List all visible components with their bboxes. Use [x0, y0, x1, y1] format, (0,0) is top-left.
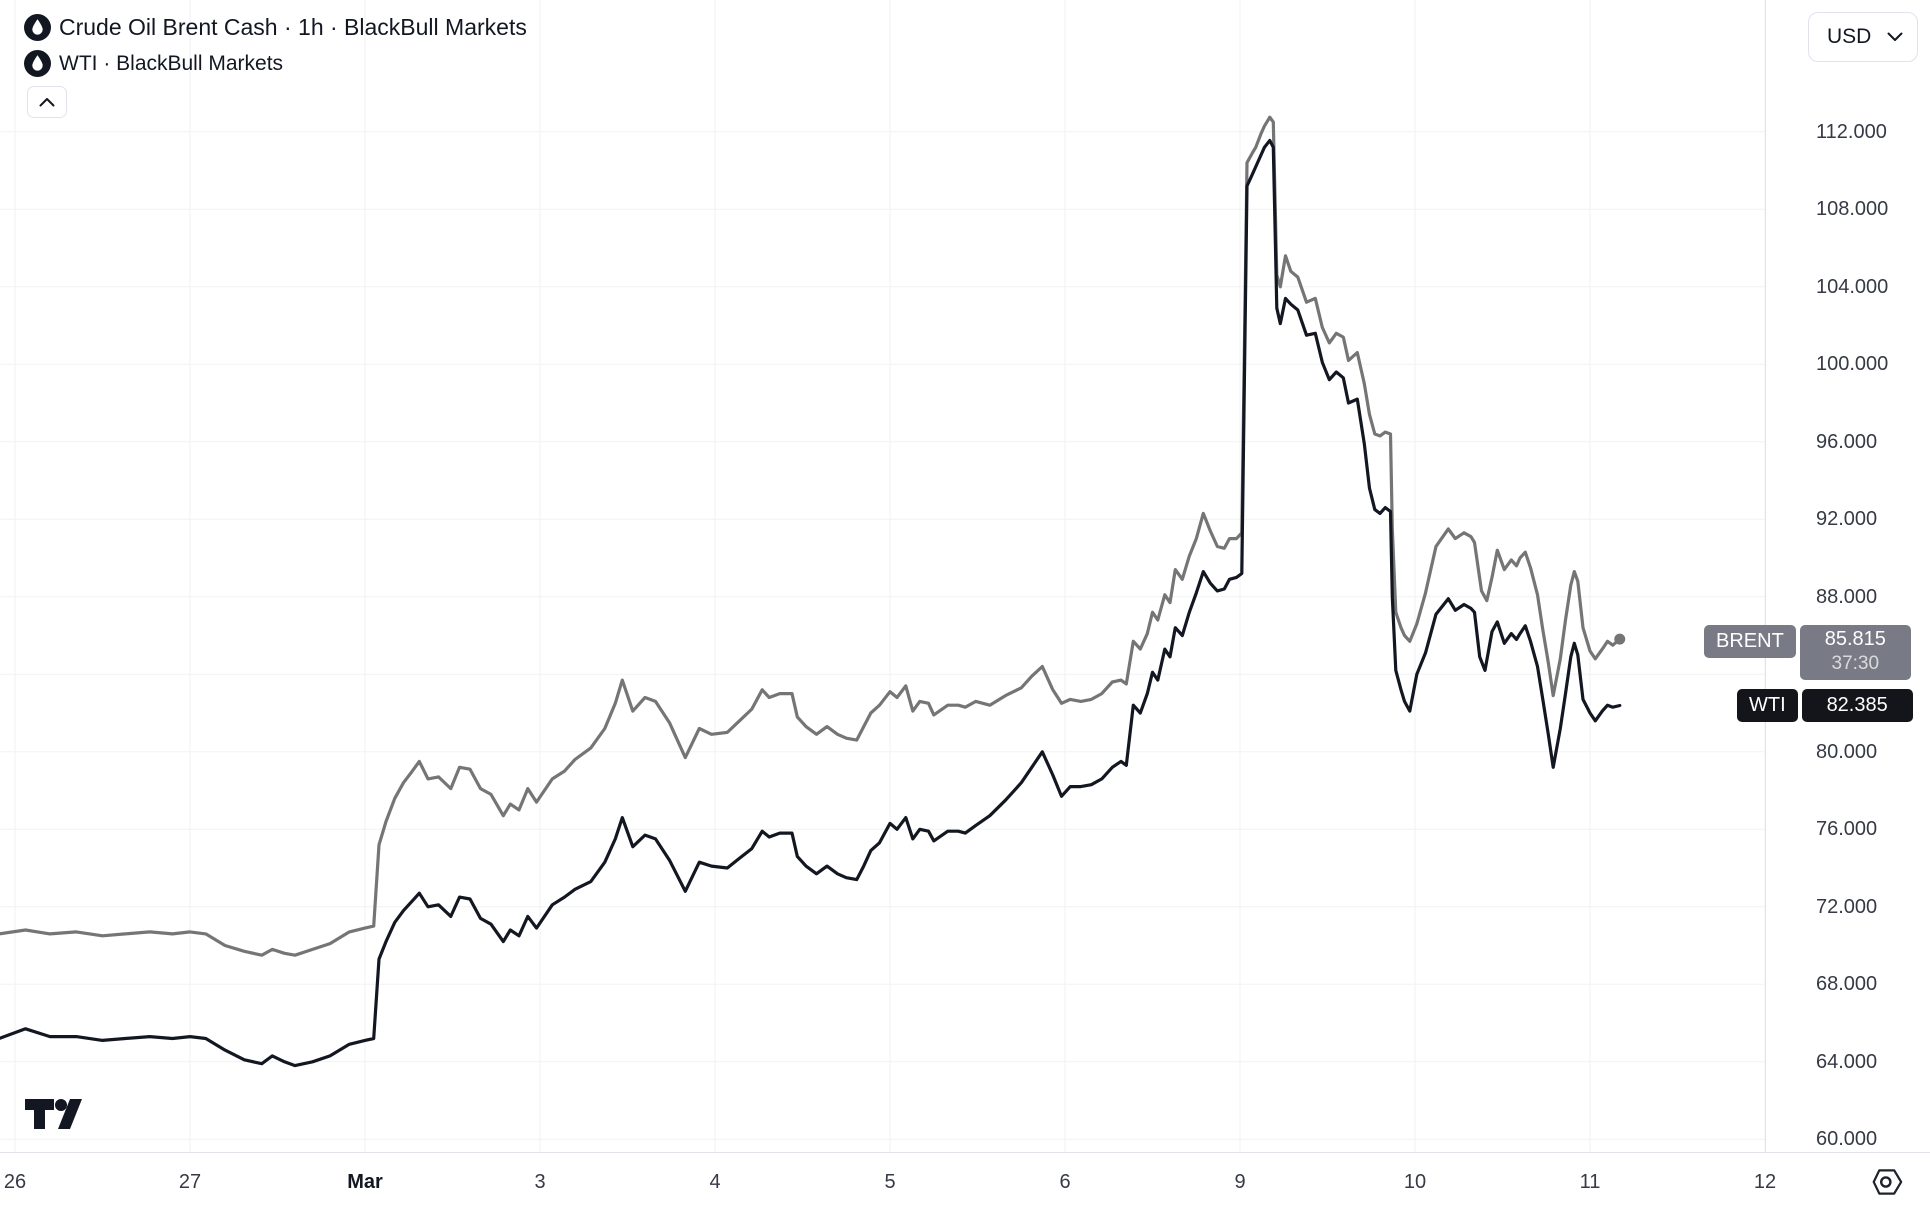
time-tick-label: 10 [1403, 1171, 1427, 1193]
time-tick-label: 4 [709, 1171, 721, 1193]
time-tick-label: 5 [884, 1171, 896, 1193]
time-tick-label: Mar [347, 1171, 383, 1193]
brent-bar-countdown: 37:30 [1831, 653, 1880, 674]
series-line-brent[interactable] [0, 115, 1622, 957]
time-tick-label: 11 [1579, 1171, 1601, 1193]
symbol-title-wti[interactable]: WTI · BlackBull Markets [59, 51, 284, 75]
legend: Crude Oil Brent Cash · 1h · BlackBull Ma… [24, 14, 527, 118]
price-tick-label: 60.000 [1816, 1128, 1878, 1151]
price-tick-label: 108.000 [1816, 198, 1889, 221]
legend-row-brent[interactable]: Crude Oil Brent Cash · 1h · BlackBull Ma… [24, 14, 527, 41]
price-tick-label: 104.000 [1816, 275, 1889, 298]
currency-value: USD [1827, 25, 1872, 48]
oil-drop-icon [24, 50, 51, 77]
currency-selector[interactable]: USD [1808, 12, 1918, 62]
wti-last-price: 82.385 [1801, 689, 1913, 722]
time-tick-label: 6 [1059, 1171, 1071, 1193]
symbol-title[interactable]: Crude Oil Brent Cash · 1h · BlackBull Ma… [59, 14, 527, 40]
time-tick-label: 26 [3, 1171, 27, 1193]
series-line-wti[interactable] [0, 138, 1622, 1068]
price-tick-label: 80.000 [1816, 740, 1878, 763]
time-tick-label: 27 [178, 1171, 202, 1193]
collapse-legend-button[interactable] [27, 86, 67, 118]
price-tick-label: 92.000 [1816, 508, 1878, 531]
brent-price-label: BRENT 85.815 37:30 [1704, 625, 1911, 680]
price-chart[interactable] [0, 0, 1766, 1152]
chevron-up-icon [39, 98, 55, 107]
brent-value-box: 85.815 37:30 [1799, 625, 1911, 680]
last-price-dot [1614, 633, 1626, 645]
price-tick-label: 76.000 [1816, 818, 1878, 841]
wti-price-label: WTI 82.385 [1737, 689, 1913, 722]
price-tick-label: 100.000 [1816, 353, 1889, 376]
time-tick-label: 3 [534, 1171, 546, 1193]
wti-name-pill: WTI [1737, 689, 1798, 722]
oil-drop-icon [24, 14, 51, 41]
horizontal-gridlines [0, 131, 1766, 1140]
vertical-gridlines [14, 0, 1766, 1152]
tradingview-logo[interactable] [24, 1098, 82, 1134]
price-tick-label: 96.000 [1816, 430, 1878, 453]
gear-icon [1872, 1169, 1903, 1195]
price-tick-label: 72.000 [1816, 895, 1878, 918]
brent-last-price: 85.815 [1824, 628, 1886, 650]
price-tick-label: 88.000 [1816, 585, 1878, 608]
time-tick-label: 9 [1234, 1171, 1246, 1193]
legend-row-wti[interactable]: WTI · BlackBull Markets [24, 50, 527, 77]
line-series [0, 115, 1626, 1068]
price-tick-label: 112.000 [1816, 120, 1887, 143]
time-axis[interactable]: 26 27 Mar 3 4 5 6 9 10 11 12 [0, 1152, 1930, 1217]
time-tick-label: 12 [1753, 1171, 1777, 1193]
price-axis[interactable]: 112.000 108.000 104.000 100.000 96.000 92.000… [1765, 0, 1930, 1152]
axis-settings-button[interactable] [1869, 1168, 1905, 1203]
price-tick-label: 64.000 [1816, 1050, 1878, 1073]
chevron-down-icon [1887, 32, 1903, 41]
price-tick-label: 68.000 [1816, 973, 1878, 996]
brent-name-pill: BRENT [1704, 625, 1796, 658]
